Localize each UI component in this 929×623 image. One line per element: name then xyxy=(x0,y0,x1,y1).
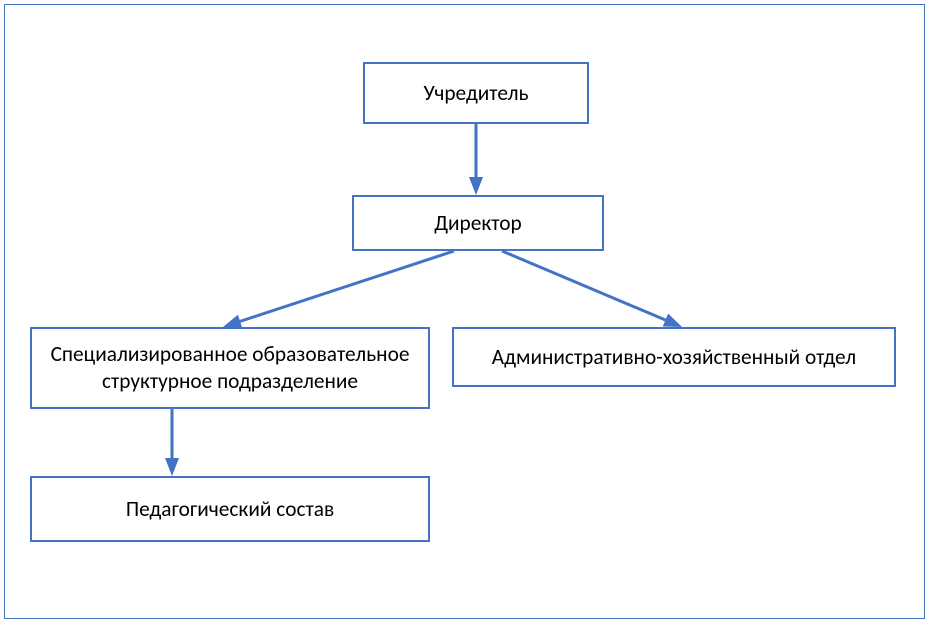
node-label-teachers: Педагогический состав xyxy=(126,496,334,523)
node-edu_unit: Специализированное образовательное струк… xyxy=(30,327,430,409)
node-label-founder: Учредитель xyxy=(423,80,528,107)
node-label-director: Директор xyxy=(434,210,521,237)
node-label-admin_unit: Административно-хозяйственный отдел xyxy=(492,344,856,371)
node-label-edu_unit: Специализированное образовательное струк… xyxy=(38,341,422,394)
node-admin_unit: Административно-хозяйственный отдел xyxy=(452,327,896,387)
node-teachers: Педагогический состав xyxy=(30,476,430,542)
node-founder: Учредитель xyxy=(363,62,589,124)
node-director: Директор xyxy=(352,195,604,251)
